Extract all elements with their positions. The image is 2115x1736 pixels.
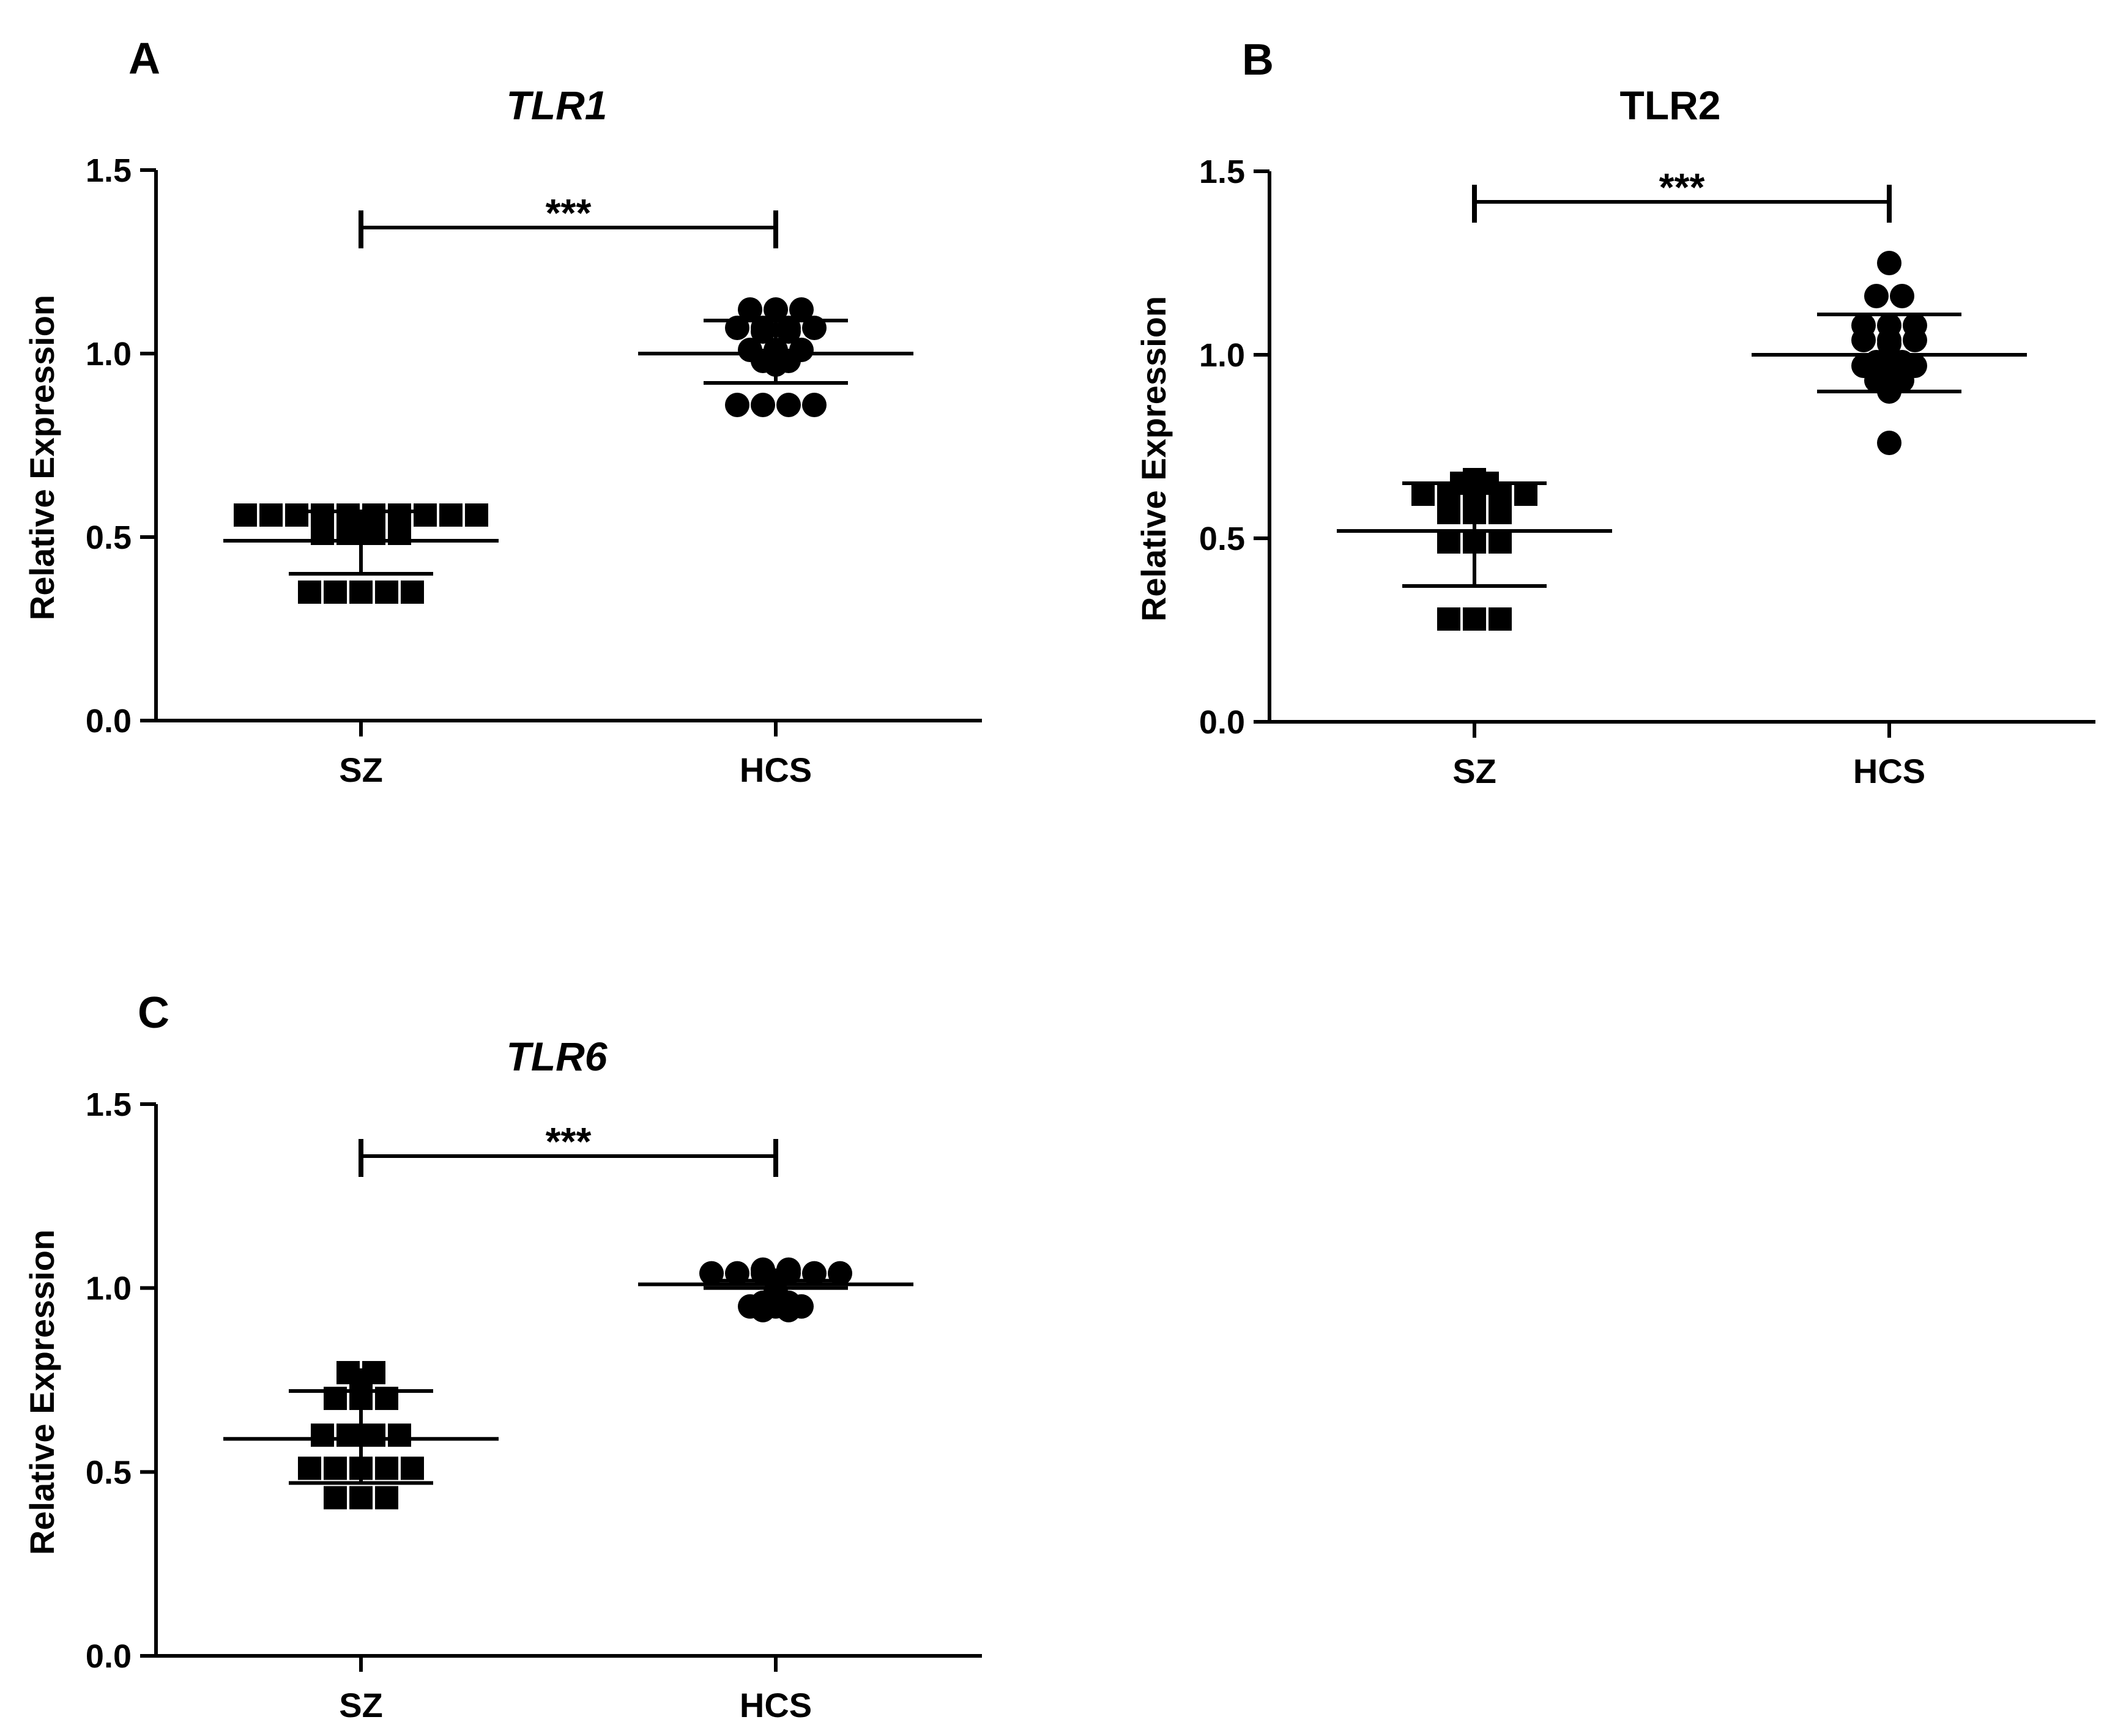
- significance-label: ***: [546, 191, 592, 235]
- y-tick-label: 1.0: [86, 336, 132, 373]
- y-tick-label: 0.5: [86, 519, 132, 556]
- data-point-square: [375, 1456, 398, 1480]
- x-tick-label: HCS: [740, 1686, 812, 1724]
- series-sz: [223, 1360, 499, 1510]
- series-hcs: [638, 1257, 913, 1322]
- data-point-circle: [1890, 284, 1914, 308]
- data-point-square: [401, 1456, 424, 1480]
- data-point-square: [324, 581, 347, 604]
- data-point-square: [1437, 501, 1460, 524]
- panel-letter: A: [128, 34, 160, 83]
- chart-title: TLR1: [507, 83, 608, 128]
- data-point-circle: [789, 297, 814, 322]
- data-point-square: [298, 581, 321, 604]
- data-point-square: [1411, 483, 1435, 506]
- data-point-square: [336, 1423, 360, 1447]
- x-tick-label: HCS: [740, 751, 812, 789]
- y-axis-label: Relative Expression: [23, 1230, 61, 1555]
- data-point-circle: [1864, 284, 1889, 308]
- y-tick-label: 0.0: [1199, 704, 1245, 741]
- panel-letter: B: [1242, 35, 1274, 84]
- y-axis-label: Relative Expression: [23, 295, 61, 620]
- data-point-circle: [738, 297, 762, 322]
- series-sz: [1337, 468, 1612, 631]
- data-point-square: [388, 1423, 411, 1447]
- data-point-square: [1514, 483, 1537, 506]
- data-point-square: [1489, 607, 1512, 631]
- chart-panel-b: B TLR2 0.0 0.5 1.0 1.5 SZ HCS Relative Expressio…: [1134, 35, 2095, 790]
- data-point-square: [349, 581, 373, 604]
- data-point-square: [375, 1486, 398, 1510]
- y-tick-label: 1.5: [1199, 154, 1245, 190]
- data-point-square: [298, 1456, 321, 1480]
- data-point-square: [1463, 607, 1486, 631]
- data-point-square: [362, 1423, 385, 1447]
- data-point-square: [465, 503, 488, 527]
- data-point-square: [349, 1486, 373, 1510]
- panel-letter: C: [138, 989, 169, 1037]
- y-tick-label: 0.5: [1199, 521, 1245, 557]
- y-tick-label: 0.0: [86, 703, 132, 740]
- data-point-circle: [1851, 328, 1876, 352]
- data-point-square: [234, 503, 257, 527]
- y-tick-label: 1.0: [1199, 337, 1245, 374]
- data-point-square: [414, 503, 437, 527]
- data-point-circle: [1903, 328, 1927, 352]
- data-point-square: [259, 503, 283, 527]
- chart-panel-a: A TLR1 0.0 0.5 1.0 1.5 SZ HCS Relative Expressio…: [23, 34, 982, 789]
- x-tick-label: HCS: [1853, 752, 1925, 790]
- y-tick-label: 1.5: [86, 152, 132, 189]
- data-point-square: [324, 1486, 347, 1510]
- y-tick-label: 0.0: [86, 1638, 132, 1675]
- data-point-square: [401, 581, 424, 604]
- data-point-square: [439, 503, 463, 527]
- data-point-circle: [776, 393, 801, 417]
- data-point-circle: [751, 393, 775, 417]
- y-tick-label: 1.5: [86, 1086, 132, 1123]
- data-point-circle: [1877, 431, 1901, 455]
- y-tick-label: 0.5: [86, 1454, 132, 1491]
- data-point-circle: [1877, 251, 1901, 275]
- data-point-square: [285, 503, 308, 527]
- data-point-square: [375, 581, 398, 604]
- data-point-circle: [751, 1297, 775, 1322]
- y-tick-label: 1.0: [86, 1270, 132, 1307]
- y-axis-label: Relative Expression: [1134, 296, 1173, 621]
- chart-title: TLR2: [1620, 83, 1721, 128]
- significance-label: ***: [546, 1119, 592, 1163]
- series-hcs: [638, 297, 913, 417]
- data-point-square: [1437, 607, 1460, 631]
- series-sz: [223, 503, 499, 604]
- x-tick-label: SZ: [1452, 752, 1496, 790]
- data-point-square: [1489, 501, 1512, 524]
- data-point-circle: [802, 393, 827, 417]
- series-hcs: [1752, 251, 2027, 455]
- data-point-circle: [751, 319, 775, 344]
- significance-label: ***: [1659, 165, 1705, 209]
- data-point-circle: [764, 297, 788, 322]
- x-tick-label: SZ: [339, 1686, 383, 1724]
- data-point-square: [311, 1423, 334, 1447]
- data-point-circle: [776, 319, 801, 344]
- data-point-circle: [776, 1297, 801, 1322]
- data-point-circle: [725, 393, 749, 417]
- data-point-square: [324, 1456, 347, 1480]
- chart-title: TLR6: [507, 1034, 608, 1079]
- data-point-square: [1437, 530, 1460, 554]
- data-point-square: [1489, 530, 1512, 554]
- chart-panel-c: C TLR6 0.0 0.5 1.0 1.5 SZ HCS Relative Expressio…: [23, 989, 982, 1724]
- x-tick-label: SZ: [339, 751, 383, 789]
